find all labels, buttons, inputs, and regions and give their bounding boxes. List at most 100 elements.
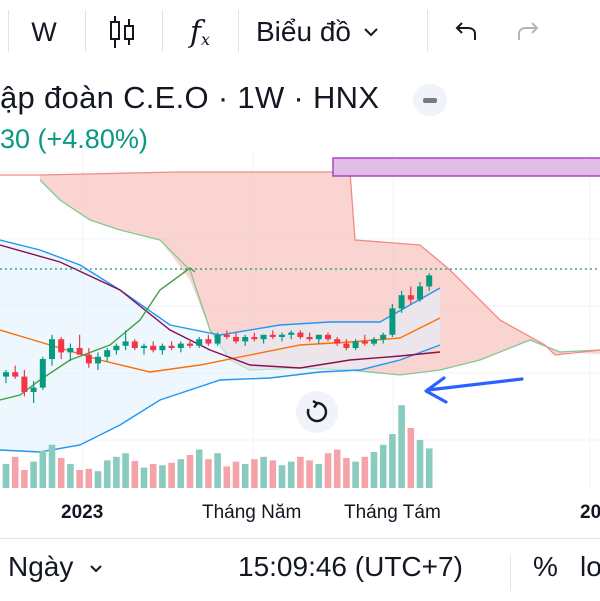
redo-icon[interactable] <box>506 10 550 54</box>
candle <box>30 387 37 392</box>
interval-button[interactable]: W <box>31 16 57 47</box>
rectangle-drawing[interactable] <box>332 157 600 177</box>
bottom-separator <box>510 555 511 591</box>
volume-bar <box>2 464 10 488</box>
chart-menu-label: Biểu đồ <box>256 16 351 47</box>
candle <box>417 286 423 300</box>
candle <box>187 343 193 346</box>
volume-bar <box>48 444 56 488</box>
candle <box>85 354 92 364</box>
candle <box>315 334 322 340</box>
x-axis-label: 2023 <box>61 502 104 523</box>
volume-bar <box>278 465 286 488</box>
percent-toggle[interactable]: % <box>533 551 558 582</box>
volume-bar <box>407 428 415 488</box>
candle <box>141 345 147 348</box>
volume-bar <box>103 460 111 488</box>
cloud-top-line <box>0 171 600 356</box>
collapse-legend-button[interactable] <box>413 84 447 116</box>
candle <box>260 334 267 340</box>
volume-bar <box>186 455 194 488</box>
volume-bar <box>297 456 304 488</box>
undo-icon[interactable] <box>444 10 488 54</box>
candle <box>380 334 387 340</box>
volume-bars <box>2 405 433 488</box>
volume-bar <box>67 464 74 488</box>
x-axis-label: Tháng Năm <box>202 502 302 523</box>
candle <box>214 334 221 344</box>
price-change: 30 (+4.80%) <box>0 124 148 154</box>
annotation-arrow[interactable] <box>424 376 524 404</box>
volume-bar <box>343 458 350 488</box>
candlestick-icon[interactable] <box>100 10 144 54</box>
candle <box>279 334 285 337</box>
volume-bar <box>379 444 387 488</box>
reset-chart-button[interactable] <box>296 391 338 433</box>
candle <box>3 372 9 377</box>
bottom-bar: Ngày 15:09:46 (UTC+7) % lo <box>0 538 600 601</box>
toolbar-separator <box>427 10 428 52</box>
chevron-down-icon <box>90 565 102 573</box>
candle <box>223 334 230 337</box>
candle <box>168 345 175 348</box>
x-axis-label: 20 <box>580 502 600 523</box>
volume-bar <box>159 465 166 488</box>
date-range-button[interactable]: Ngày <box>8 551 103 583</box>
reset-icon <box>306 399 328 423</box>
candle <box>76 348 83 355</box>
volume-bar <box>269 460 277 488</box>
candle <box>288 332 295 335</box>
volume-bar <box>30 461 37 488</box>
volume-bar <box>232 461 240 488</box>
candle <box>177 343 184 348</box>
candle <box>343 343 350 348</box>
candle <box>205 339 212 344</box>
volume-bar <box>94 471 102 488</box>
ichimoku-cloud-bearish <box>40 172 600 375</box>
candle <box>269 334 276 337</box>
volume-bar <box>21 470 28 488</box>
clock[interactable]: 15:09:46 (UTC+7) <box>238 551 463 582</box>
chart-menu-button[interactable]: Biểu đồ <box>256 10 406 54</box>
x-axis-label: Tháng Tám <box>344 502 441 523</box>
volume-bar <box>361 456 369 488</box>
chevron-down-icon <box>364 28 378 37</box>
volume-bar <box>223 466 231 488</box>
minus-icon <box>423 97 437 103</box>
candle <box>113 345 120 351</box>
candle <box>325 334 331 340</box>
bollinger-band-fill <box>0 240 440 452</box>
volume-bar <box>39 450 47 488</box>
candle <box>407 295 414 300</box>
volume-bar <box>324 453 332 488</box>
volume-bar <box>315 464 323 488</box>
candle <box>233 337 239 342</box>
volume-bar <box>11 456 19 488</box>
candle <box>297 332 304 337</box>
symbol-title: ập đoàn C.E.O · 1W · HNX <box>0 80 380 115</box>
price-chart[interactable] <box>0 150 600 495</box>
candle <box>49 339 55 359</box>
candle <box>389 308 396 335</box>
volume-bar <box>57 458 65 488</box>
volume-bar <box>85 468 93 488</box>
volume-bar <box>168 462 175 488</box>
volume-bar <box>113 456 120 488</box>
volume-bar <box>76 470 83 488</box>
candle <box>58 339 65 353</box>
candle <box>39 359 46 388</box>
candle <box>196 339 203 346</box>
log-toggle[interactable]: lo <box>580 551 600 582</box>
candle <box>352 341 359 348</box>
candle <box>242 337 249 342</box>
candle <box>21 376 28 392</box>
candle <box>361 341 368 344</box>
bollinger-lower <box>0 344 441 453</box>
volume-bar <box>131 461 139 488</box>
date-range-label: Ngày <box>8 551 74 582</box>
candle <box>150 345 157 351</box>
volume-bar <box>122 453 129 488</box>
toolbar-separator <box>238 10 239 52</box>
